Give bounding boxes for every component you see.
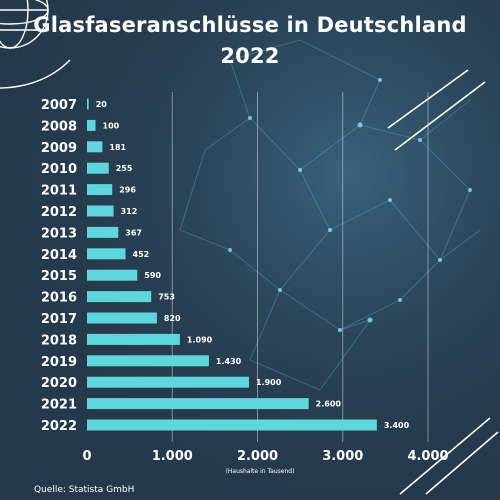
y-tick-label: 2020 xyxy=(41,376,77,391)
data-label: 255 xyxy=(116,164,133,173)
y-tick-label: 2022 xyxy=(41,419,77,434)
data-label: 452 xyxy=(133,250,150,259)
bar xyxy=(87,184,113,196)
data-label: 1.090 xyxy=(187,335,213,344)
bar xyxy=(87,141,103,153)
bar xyxy=(87,419,377,431)
page-title: Glasfaseranschlüsse in Deutschland 2022 xyxy=(33,13,467,68)
y-tick-label: 2021 xyxy=(41,398,77,413)
bar xyxy=(87,269,138,281)
x-tick-label: 0 xyxy=(82,449,91,464)
bar xyxy=(87,98,89,110)
bar xyxy=(87,248,126,260)
y-tick-label: 2008 xyxy=(41,119,77,134)
x-axis-label: (Haushalte in Tausend) xyxy=(225,468,295,475)
bar xyxy=(87,333,180,345)
y-tick-label: 2007 xyxy=(41,98,77,113)
globe-icon xyxy=(0,0,71,89)
y-tick-label: 2017 xyxy=(41,312,77,327)
data-label: 181 xyxy=(109,143,126,152)
data-label: 590 xyxy=(144,271,161,280)
data-label: 3.400 xyxy=(384,421,410,430)
y-tick-label: 2010 xyxy=(41,162,77,177)
y-tick-label: 2013 xyxy=(41,226,77,241)
data-label: 1.900 xyxy=(256,378,282,387)
x-tick-label: 2.000 xyxy=(237,449,278,464)
bar xyxy=(87,119,96,131)
data-label: 312 xyxy=(121,207,138,216)
x-tick-label: 1.000 xyxy=(152,449,193,464)
bar xyxy=(87,162,109,174)
bar xyxy=(87,376,249,388)
y-tick-label: 2018 xyxy=(41,333,77,348)
bar xyxy=(87,355,209,367)
bar xyxy=(87,398,309,410)
y-tick-label: 2014 xyxy=(41,248,77,263)
x-tick-label: 4.000 xyxy=(407,449,448,464)
source-note: Quelle: Statista GmbH xyxy=(34,485,135,495)
y-tick-label: 2011 xyxy=(41,184,77,199)
bar xyxy=(87,312,157,324)
data-label: 296 xyxy=(119,186,136,195)
y-tick-label: 2015 xyxy=(41,269,77,284)
y-tick-label: 2019 xyxy=(41,355,77,370)
bar xyxy=(87,291,152,303)
y-tick-label: 2016 xyxy=(41,291,77,306)
y-tick-label: 2012 xyxy=(41,205,77,220)
y-tick-label: 2009 xyxy=(41,141,77,156)
data-label: 2.600 xyxy=(316,400,342,409)
x-tick-label: 3.000 xyxy=(322,449,363,464)
bar xyxy=(87,226,119,238)
data-label: 753 xyxy=(158,293,175,302)
data-label: 100 xyxy=(103,121,120,130)
data-label: 20 xyxy=(96,100,108,109)
data-label: 1.430 xyxy=(216,357,242,366)
data-label: 820 xyxy=(164,314,181,323)
bar xyxy=(87,205,114,217)
data-label: 367 xyxy=(125,228,142,237)
